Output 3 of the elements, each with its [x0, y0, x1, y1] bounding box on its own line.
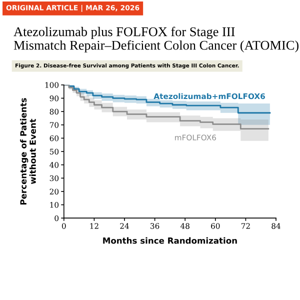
- y-axis-title: Percentage of Patients without Event: [20, 98, 36, 205]
- chart-title: Atezolizumab plus FOLFOX for Stage III Mismatch Repair–Deficient Colon Cancer (ATOMIC): [14, 26, 298, 52]
- x-axis-title: Months since Randomization: [103, 237, 237, 244]
